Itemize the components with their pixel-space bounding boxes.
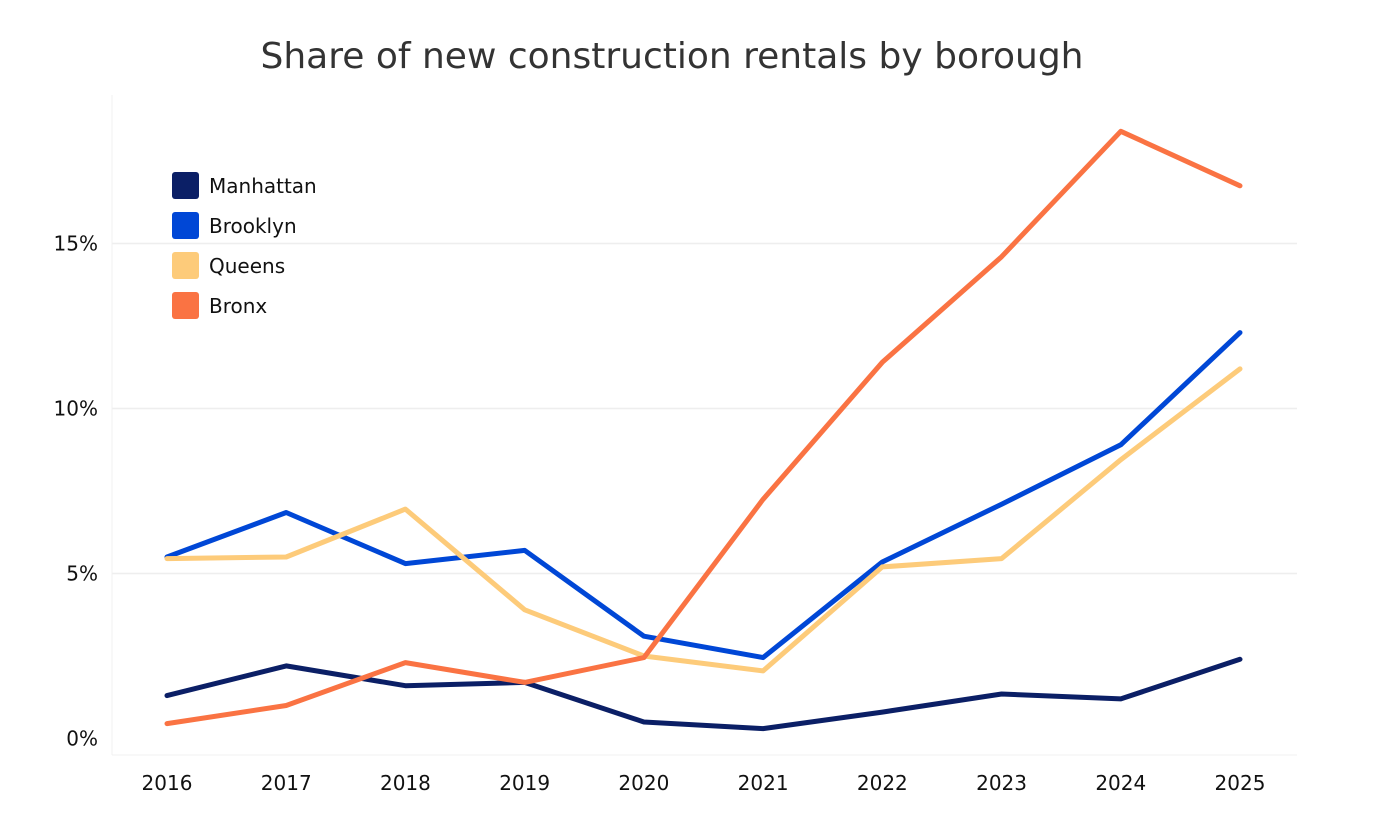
legend-swatch [172,252,199,279]
axis-layer: 0% 5% 10% 15% 2016 2017 2018 2019 2020 2021 2022 20… [54,95,1297,795]
x-tick-label: 2017 [261,771,312,795]
legend-item-queens: Queens [172,252,285,279]
series-line-brooklyn [164,330,1243,661]
legend-item-bronx: Bronx [172,292,267,319]
legend: Manhattan Brooklyn Queens Bronx [172,172,317,319]
series-line-queens [164,366,1243,674]
y-tick-label: 15% [54,232,98,256]
series-layer [164,128,1243,732]
legend-label: Queens [209,254,285,278]
legend-item-manhattan: Manhattan [172,172,317,199]
x-tick-label: 2021 [738,771,789,795]
legend-swatch [172,292,199,319]
x-tick-label: 2023 [976,771,1027,795]
y-tick-label: 10% [54,397,98,421]
legend-label: Manhattan [209,174,317,198]
chart-title: Share of new construction rentals by bor… [261,36,1084,77]
legend-swatch [172,212,199,239]
x-tick-label: 2022 [857,771,908,795]
x-tick-label: 2025 [1215,771,1266,795]
x-tick-label: 2018 [380,771,431,795]
x-tick-label: 2024 [1095,771,1146,795]
legend-label: Bronx [209,294,267,318]
x-tick-label: 2019 [499,771,550,795]
legend-label: Brooklyn [209,214,297,238]
x-tick-label: 2020 [618,771,669,795]
legend-item-brooklyn: Brooklyn [172,212,297,239]
legend-swatch [172,172,199,199]
series-line-manhattan [164,656,1243,732]
series-line-bronx [164,128,1243,727]
grid-layer [112,242,1297,575]
y-tick-label: 0% [66,727,98,751]
x-tick-label: 2016 [142,771,193,795]
y-tick-label: 5% [66,562,98,586]
